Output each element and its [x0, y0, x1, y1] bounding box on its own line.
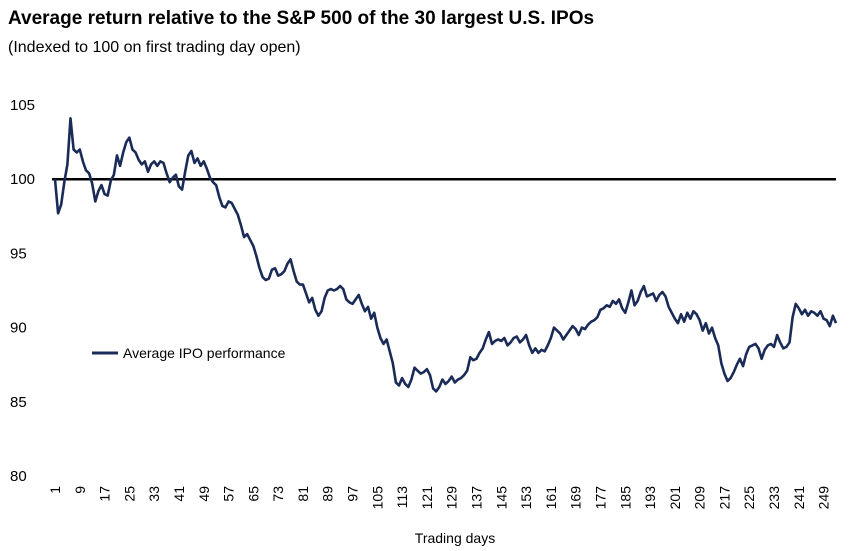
x-tick-label: 89	[320, 486, 336, 502]
x-tick-label: 129	[444, 486, 460, 510]
series-line	[53, 117, 838, 393]
x-tick-label: 241	[791, 486, 807, 510]
x-tick-label: 65	[245, 486, 261, 502]
legend-label: Average IPO performance	[123, 345, 286, 361]
x-tick-label: 161	[543, 486, 559, 510]
x-tick-label: 9	[72, 486, 88, 494]
y-axis-ticks: 80 85 90 95 100 105	[10, 97, 35, 485]
x-tick-label: 153	[518, 486, 534, 510]
x-tick-label: 177	[592, 486, 608, 510]
y-tick-label: 105	[10, 97, 35, 114]
x-tick-label: 233	[766, 486, 782, 510]
y-tick-label: 95	[10, 245, 27, 262]
x-tick-label: 185	[617, 486, 633, 510]
x-tick-label: 17	[97, 486, 113, 502]
x-tick-label: 1	[47, 486, 63, 494]
x-tick-label: 225	[741, 486, 757, 510]
x-tick-label: 145	[493, 486, 509, 510]
x-tick-label: 209	[692, 486, 708, 510]
y-tick-label: 100	[10, 171, 35, 188]
x-tick-label: 25	[121, 486, 137, 502]
x-tick-label: 249	[816, 486, 832, 510]
x-tick-label: 73	[270, 486, 286, 502]
legend: Average IPO performance	[92, 345, 286, 361]
x-axis-ticks: 1 9 17 25 33 41 49 57 65 73 81 89 97 105 113 121 129 137 1…	[47, 486, 832, 510]
series-lines	[53, 117, 838, 393]
x-tick-label: 97	[345, 486, 361, 502]
y-tick-label: 90	[10, 320, 27, 337]
chart-title: Average return relative to the S&P 500 o…	[8, 8, 595, 29]
x-tick-label: 49	[196, 486, 212, 502]
x-tick-label: 41	[171, 486, 187, 502]
chart-subtitle: (Indexed to 100 on first trading day ope…	[8, 39, 301, 56]
x-tick-label: 201	[667, 486, 683, 510]
x-tick-label: 169	[568, 486, 584, 510]
x-axis-label: Trading days	[415, 530, 495, 546]
x-tick-label: 121	[419, 486, 435, 510]
x-tick-label: 137	[468, 486, 484, 510]
x-tick-label: 57	[221, 486, 237, 502]
x-tick-label: 33	[146, 486, 162, 502]
x-tick-label: 113	[394, 486, 410, 509]
y-tick-label: 80	[10, 468, 27, 485]
y-tick-label: 85	[10, 394, 27, 411]
x-tick-label: 105	[369, 486, 385, 510]
x-tick-label: 193	[642, 486, 658, 510]
x-tick-label: 217	[716, 486, 732, 510]
x-tick-label: 81	[295, 486, 311, 502]
